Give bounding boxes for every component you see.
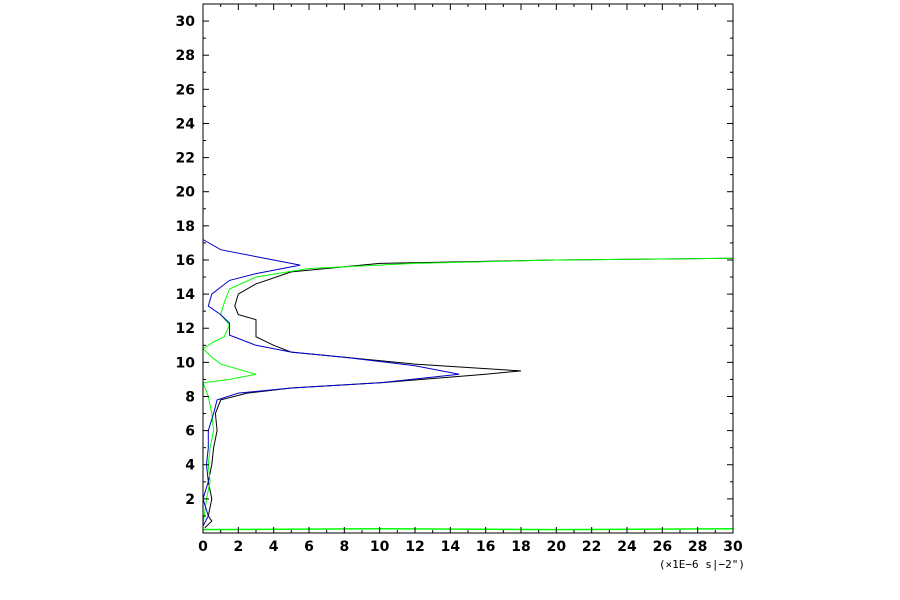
y-tick-label: 14 [176,287,196,303]
series-line-0 [204,257,734,529]
y-tick-label: 28 [176,48,195,64]
x-tick-label: 22 [582,539,601,555]
plot-frame [202,3,734,534]
y-tick-label: 30 [176,14,196,30]
y-tick-label: 8 [185,389,195,405]
y-tick-label: 10 [176,355,196,371]
x-tick-label: 10 [370,539,390,555]
x-tick-label: 4 [269,539,279,555]
y-tick-label: 4 [185,458,195,474]
series-line-1 [202,257,734,525]
x-tick-label: 14 [441,539,461,555]
x-tick-label: 6 [304,539,314,555]
x-tick-label: 2 [233,539,243,555]
labels-group: 0 2 4 6 8 10 12 14 16 18 20 22 24 26 28 302468101214161… [176,14,743,555]
y-tick-label: 18 [176,219,195,235]
y-tick-label: 26 [176,82,195,98]
x-tick-label: 20 [547,539,567,555]
y-tick-label: 2 [185,492,195,508]
series-line-2 [202,4,460,527]
x-unit-label: (×1E−6 s|−2") [659,558,745,571]
x-tick-label: 12 [405,539,424,555]
x-tick-label: 24 [617,539,637,555]
y-tick-label: 24 [176,116,196,132]
x-tick-label: 8 [339,539,349,555]
baseline-line [202,527,734,531]
y-tick-label: 6 [185,424,195,440]
x-tick-label: 28 [688,539,707,555]
x-tick-label: 16 [476,539,495,555]
x-tick-label: 26 [653,539,672,555]
x-tick-label: 0 [198,539,208,555]
y-tick-label: 12 [176,321,195,337]
y-tick-label: 16 [176,253,195,269]
y-tick-label: 20 [176,185,196,201]
series-group [202,4,734,531]
x-tick-label: 18 [511,539,530,555]
x-tick-label: 30 [723,539,743,555]
y-tick-label: 22 [176,151,195,167]
